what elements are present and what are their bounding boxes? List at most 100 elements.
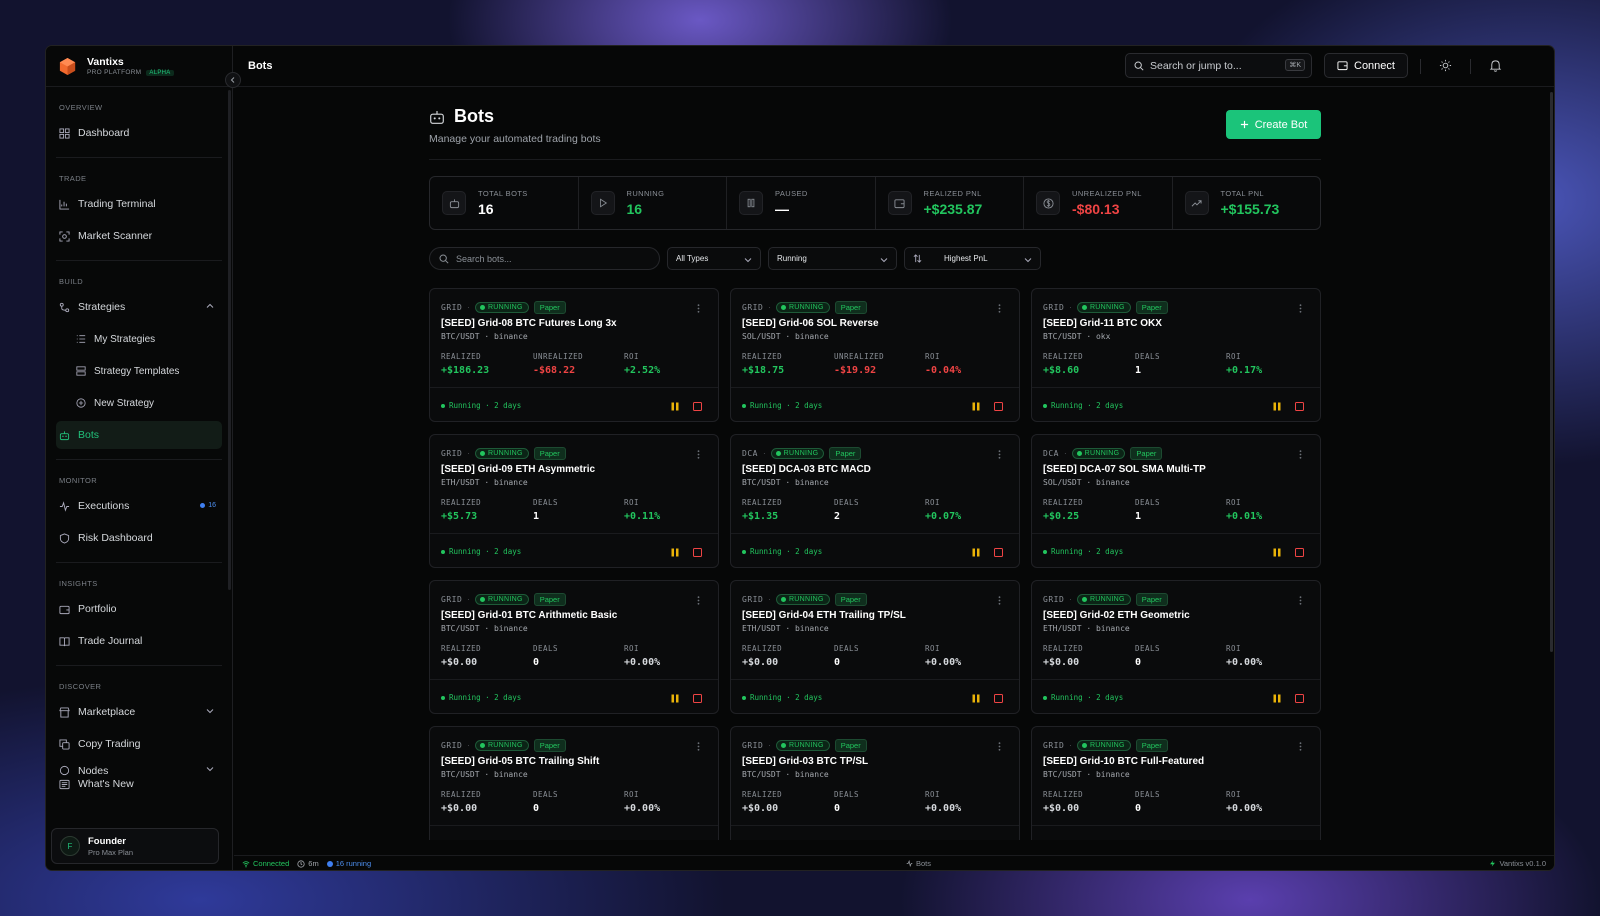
more-vertical-icon[interactable]: [697, 304, 700, 313]
bot-name: [SEED] Grid-08 BTC Futures Long 3x: [441, 318, 617, 329]
sidebar-item-copy-trading[interactable]: Copy Trading: [56, 730, 222, 758]
sidebar-item-marketplace[interactable]: Marketplace: [56, 698, 222, 726]
sidebar-item-whats-new[interactable]: What's New: [56, 776, 222, 792]
metric-label: REALIZED: [441, 498, 482, 507]
pause-icon[interactable]: [1273, 548, 1281, 557]
divider: [430, 679, 718, 680]
more-vertical-icon[interactable]: [1299, 450, 1302, 459]
create-bot-button[interactable]: Create Bot: [1226, 110, 1321, 139]
sidebar-item-new-strategy[interactable]: New Strategy: [56, 389, 222, 417]
sidebar-item-bots[interactable]: Bots: [56, 421, 222, 449]
more-vertical-icon[interactable]: [998, 304, 1001, 313]
pause-icon[interactable]: [972, 694, 980, 703]
bot-type: GRID: [441, 741, 463, 750]
metric-value: +0.00%: [624, 803, 661, 814]
bot-card[interactable]: GRID · RUNNING Paper [SEED] Grid-01 BTC Arit…: [429, 580, 719, 714]
metric-label: REALIZED: [742, 352, 783, 361]
bot-card[interactable]: GRID · RUNNING Paper [SEED] Grid-10 BTC Full…: [1031, 726, 1321, 840]
pause-icon[interactable]: [671, 402, 679, 411]
stat-unrealized-pnl: UNREALIZED PNL -$80.13: [1024, 177, 1173, 229]
stop-icon[interactable]: [1295, 694, 1304, 703]
sidebar-item-executions[interactable]: Executions 16: [56, 492, 222, 520]
list-icon: [76, 335, 86, 343]
sidebar-item-trade-journal[interactable]: Trade Journal: [56, 627, 222, 655]
more-vertical-icon[interactable]: [697, 596, 700, 605]
stop-icon[interactable]: [693, 402, 702, 411]
status-select[interactable]: Running: [768, 247, 897, 270]
pause-icon[interactable]: [972, 548, 980, 557]
more-vertical-icon[interactable]: [998, 742, 1001, 751]
more-vertical-icon[interactable]: [998, 596, 1001, 605]
bot-card[interactable]: DCA · RUNNING Paper [SEED] DCA-03 BTC MACD BT…: [730, 434, 1020, 568]
bot-metric: ROI +0.00%: [624, 790, 660, 814]
bot-card[interactable]: GRID · RUNNING Paper [SEED] Grid-03 BTC TP/S…: [730, 726, 1020, 840]
pause-icon[interactable]: [671, 548, 679, 557]
mode-badge: Paper: [1135, 739, 1168, 752]
connect-button[interactable]: Connect: [1324, 53, 1408, 78]
metric-label: ROI: [624, 352, 640, 361]
sidebar-item-portfolio[interactable]: Portfolio: [56, 595, 222, 623]
bot-card[interactable]: GRID · RUNNING Paper [SEED] Grid-08 BTC Futu…: [429, 288, 719, 422]
divider: [430, 387, 718, 388]
pause-icon[interactable]: [972, 402, 980, 411]
stop-icon[interactable]: [1295, 402, 1304, 411]
more-vertical-icon[interactable]: [697, 450, 700, 459]
bot-runtime: Running · 2 days: [441, 401, 521, 410]
stat-value: +$235.87: [923, 201, 983, 217]
bot-search-placeholder: Search bots...: [456, 253, 512, 264]
pause-icon[interactable]: [1273, 402, 1281, 411]
bot-card[interactable]: GRID · RUNNING Paper [SEED] Grid-04 ETH Trai…: [730, 580, 1020, 714]
connection-status: Connected: [242, 859, 289, 868]
more-vertical-icon[interactable]: [998, 450, 1001, 459]
sidebar-scrollbar[interactable]: [228, 90, 231, 590]
pause-icon[interactable]: [671, 694, 679, 703]
sidebar-item-risk-dashboard[interactable]: Risk Dashboard: [56, 524, 222, 552]
stop-icon[interactable]: [994, 402, 1003, 411]
global-search-input[interactable]: Search or jump to... ⌘K: [1125, 53, 1312, 78]
stop-icon[interactable]: [994, 694, 1003, 703]
metric-value: 0: [1135, 657, 1142, 668]
bot-card[interactable]: GRID · RUNNING Paper [SEED] Grid-11 BTC OKX B…: [1031, 288, 1321, 422]
more-vertical-icon[interactable]: [1299, 742, 1302, 751]
sidebar-item-trading-terminal[interactable]: Trading Terminal: [56, 190, 222, 218]
bot-card[interactable]: GRID · RUNNING Paper [SEED] Grid-05 BTC Trai…: [429, 726, 719, 840]
stop-icon[interactable]: [693, 548, 702, 557]
bell-icon[interactable]: [1489, 59, 1502, 72]
metric-label: REALIZED: [441, 644, 482, 653]
stop-icon[interactable]: [1295, 548, 1304, 557]
brand[interactable]: Vantixs PRO PLATFORM ALPHA: [46, 46, 241, 88]
sidebar-item-nodes[interactable]: Nodes: [56, 762, 222, 776]
bot-card[interactable]: GRID · RUNNING Paper [SEED] Grid-06 SOL Reve…: [730, 288, 1020, 422]
status-badge: RUNNING: [1076, 302, 1131, 313]
bot-metric: DEALS 0: [533, 790, 558, 814]
sidebar-item-market-scanner[interactable]: Market Scanner: [56, 222, 222, 250]
more-vertical-icon[interactable]: [697, 742, 700, 751]
bot-card[interactable]: GRID · RUNNING Paper [SEED] Grid-02 ETH Geom…: [1031, 580, 1321, 714]
sort-select[interactable]: Highest PnL: [904, 247, 1041, 270]
more-vertical-icon[interactable]: [1299, 596, 1302, 605]
sidebar-item-strategies[interactable]: Strategies: [56, 293, 222, 321]
bot-pair: BTC/USDT · okx: [1043, 332, 1111, 341]
pause-icon[interactable]: [1273, 694, 1281, 703]
stop-icon[interactable]: [994, 548, 1003, 557]
activity-icon: [906, 860, 913, 867]
wallet-icon: [59, 605, 70, 614]
type-select[interactable]: All Types: [667, 247, 761, 270]
collapse-sidebar-button[interactable]: [225, 72, 241, 88]
bot-card[interactable]: GRID · RUNNING Paper [SEED] Grid-09 ETH Asym…: [429, 434, 719, 568]
bot-card[interactable]: DCA · RUNNING Paper [SEED] DCA-07 SOL SMA Mu…: [1031, 434, 1321, 568]
bot-search-input[interactable]: Search bots...: [429, 247, 660, 270]
page-scrollbar[interactable]: [1550, 92, 1553, 652]
sun-icon[interactable]: [1439, 59, 1452, 72]
sidebar-item-label: Portfolio: [78, 603, 117, 615]
more-vertical-icon[interactable]: [1299, 304, 1302, 313]
bot-metric: ROI +0.00%: [925, 644, 961, 668]
metric-value: +0.00%: [1226, 803, 1263, 814]
sidebar-item-dashboard[interactable]: Dashboard: [56, 119, 222, 147]
sidebar-item-strategy-templates[interactable]: Strategy Templates: [56, 357, 222, 385]
create-bot-label: Create Bot: [1254, 118, 1308, 131]
sidebar-item-my-strategies[interactable]: My Strategies: [56, 325, 222, 353]
user-card[interactable]: F Founder Pro Max Plan: [51, 828, 219, 864]
stop-icon[interactable]: [693, 694, 702, 703]
metric-value: 1: [533, 511, 540, 522]
